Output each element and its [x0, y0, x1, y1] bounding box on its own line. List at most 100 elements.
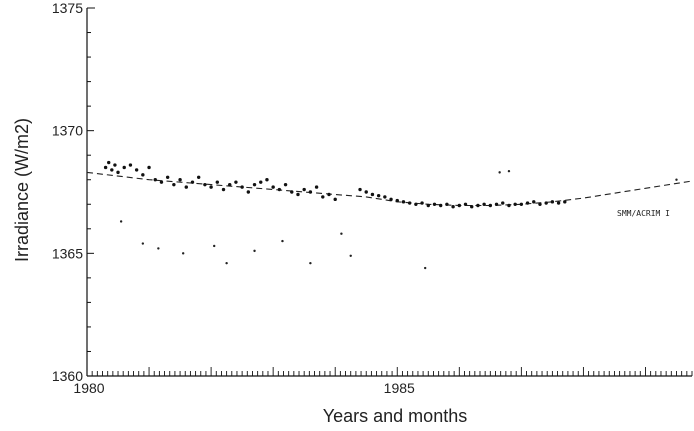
data-point	[501, 201, 505, 205]
data-point	[110, 168, 114, 172]
data-point	[358, 187, 362, 192]
outlier-point	[349, 254, 352, 257]
data-point	[451, 205, 455, 209]
outlier-point	[309, 261, 312, 265]
outlier-point	[213, 244, 216, 248]
data-point	[290, 190, 294, 194]
y-tick-label: 1360	[52, 368, 83, 384]
data-point	[432, 202, 437, 206]
data-point	[147, 165, 151, 170]
data-point	[113, 163, 117, 167]
outlier-point	[253, 249, 256, 253]
data-point	[482, 202, 486, 206]
data-point	[395, 198, 399, 203]
data-point	[327, 192, 331, 197]
data-point	[550, 200, 555, 204]
outlier-point	[340, 232, 343, 235]
data-point	[252, 182, 257, 187]
trend-line-group	[86, 171, 693, 207]
data-point	[103, 165, 108, 170]
plot-frame	[86, 7, 692, 377]
data-point	[426, 203, 430, 208]
data-point	[141, 173, 145, 177]
y-tick-label: 1375	[52, 0, 83, 16]
data-point	[203, 182, 207, 187]
data-point	[438, 203, 443, 208]
data-point	[277, 187, 282, 192]
data-point	[221, 187, 226, 192]
data-point	[376, 193, 381, 198]
data-point	[383, 195, 387, 199]
data-point	[209, 185, 213, 189]
data-point	[296, 192, 300, 197]
x-tick-label: 1985	[384, 380, 415, 396]
data-point	[507, 203, 511, 208]
data-point	[525, 201, 530, 205]
data-point	[271, 185, 275, 189]
data-points	[103, 160, 678, 270]
data-point	[178, 178, 182, 182]
y-tick-label: 1370	[52, 123, 83, 139]
data-point	[370, 192, 375, 197]
outlier-point	[141, 242, 145, 245]
series-annotation: SMM/ACRIM I	[617, 209, 670, 218]
data-point	[364, 190, 368, 194]
data-point	[159, 180, 164, 184]
data-point	[107, 160, 111, 165]
data-point	[532, 200, 536, 204]
data-point	[488, 203, 493, 208]
y-axis-title: Irradiance (W/m2)	[12, 118, 32, 262]
data-point	[116, 170, 120, 175]
data-point	[463, 202, 468, 206]
data-point	[470, 205, 474, 209]
data-point	[190, 180, 195, 184]
data-point	[513, 202, 517, 206]
trend-line	[86, 171, 693, 207]
data-point	[128, 163, 133, 167]
y-axis-ticks	[87, 7, 94, 377]
data-point	[308, 190, 313, 194]
data-point	[172, 182, 176, 187]
data-point	[302, 187, 306, 192]
y-axis-title-main: Irradiance (W/m2)	[12, 118, 32, 262]
data-point	[134, 168, 139, 172]
data-point	[445, 202, 449, 206]
x-axis-ticks	[86, 367, 693, 376]
outlier-point	[507, 169, 511, 173]
data-point	[153, 178, 157, 182]
data-point	[414, 202, 418, 206]
data-point	[519, 202, 524, 206]
data-point	[494, 202, 499, 206]
data-point	[196, 175, 201, 179]
data-point	[259, 180, 263, 184]
outlier-point	[423, 266, 427, 270]
y-tick-label: 1365	[52, 245, 83, 261]
data-point	[333, 197, 337, 202]
outlier-point	[281, 239, 284, 243]
data-point	[321, 195, 325, 199]
data-point	[314, 185, 319, 189]
data-point	[563, 200, 567, 204]
data-point	[420, 201, 424, 205]
outlier-point	[225, 261, 228, 265]
data-point	[228, 182, 232, 187]
outlier-point	[119, 220, 123, 223]
outlier-point	[498, 171, 501, 174]
data-point	[389, 197, 393, 202]
data-point	[240, 185, 244, 189]
data-point	[544, 201, 548, 205]
tick-labels: 1360 1365 1370 1375 1980 1985	[52, 0, 415, 396]
data-point	[407, 201, 412, 205]
x-tick-label: 1980	[73, 380, 104, 396]
data-point	[283, 182, 288, 187]
outlier-point	[675, 178, 678, 181]
data-point	[538, 202, 542, 206]
data-point	[122, 165, 126, 170]
data-point	[246, 190, 251, 194]
x-axis-title: Years and months	[323, 406, 467, 426]
data-point	[556, 201, 561, 205]
outlier-point	[181, 252, 185, 255]
data-point	[265, 178, 269, 182]
data-point	[457, 203, 462, 208]
